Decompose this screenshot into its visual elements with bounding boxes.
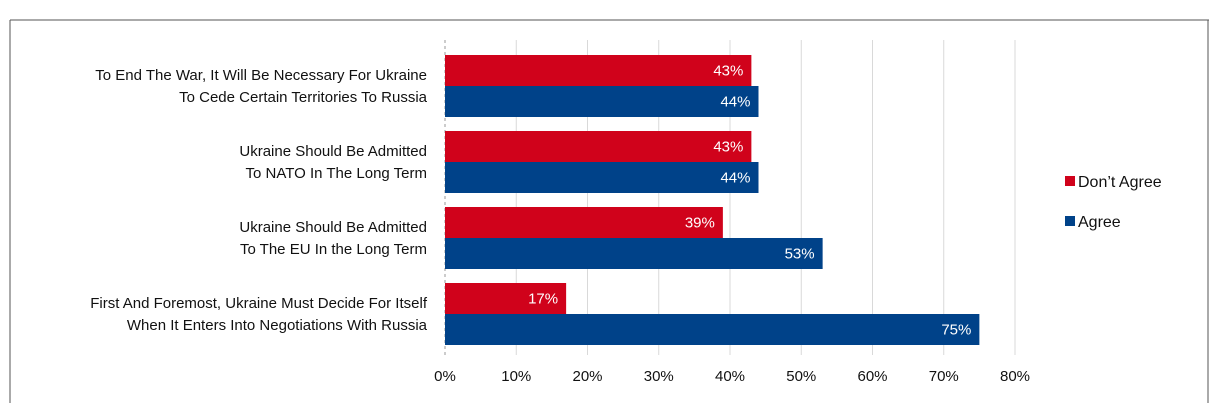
x-tick-label: 20% bbox=[572, 368, 602, 385]
x-tick-label: 40% bbox=[715, 368, 745, 385]
bar-value-label: 43% bbox=[713, 139, 743, 156]
x-tick-label: 70% bbox=[929, 368, 959, 385]
bar-agree bbox=[445, 314, 980, 345]
category-label: Ukraine Should Be Admitted bbox=[239, 143, 427, 160]
category-label: To Cede Certain Territories To Russia bbox=[179, 89, 428, 106]
x-tick-label: 30% bbox=[644, 368, 674, 385]
bar-value-label: 43% bbox=[713, 63, 743, 80]
x-tick-label: 60% bbox=[857, 368, 887, 385]
category-label: To The EU In the Long Term bbox=[240, 241, 427, 258]
legend-label: Don’t Agree bbox=[1078, 174, 1162, 191]
bar-value-label: 39% bbox=[685, 215, 715, 232]
x-tick-label: 80% bbox=[1000, 368, 1030, 385]
bar-dont-agree bbox=[445, 207, 723, 238]
labels-layer: 43% 44% To End The War, It Will Be Necessa… bbox=[90, 63, 971, 339]
category-label: When It Enters Into Negotiations With Ru… bbox=[127, 317, 428, 334]
x-tick-label: 0% bbox=[434, 368, 456, 385]
legend-swatch bbox=[1065, 216, 1075, 226]
bar-value-label: 44% bbox=[720, 170, 750, 187]
bar-dont-agree bbox=[445, 55, 752, 86]
category-label: To NATO In The Long Term bbox=[246, 165, 427, 182]
bar-agree bbox=[445, 86, 759, 117]
x-axis-ticks: 0% 10% 20% 30% 40% 50% 60% 70% 80% bbox=[434, 368, 1030, 385]
legend: Don’t Agree Agree bbox=[1065, 174, 1162, 231]
category-label: To End The War, It Will Be Necessary For… bbox=[95, 67, 427, 84]
category-label: Ukraine Should Be Admitted bbox=[239, 219, 427, 236]
bar-value-label: 53% bbox=[785, 246, 815, 263]
bar-value-label: 75% bbox=[941, 322, 971, 339]
category-label: First And Foremost, Ukraine Must Decide … bbox=[90, 295, 428, 312]
x-tick-label: 50% bbox=[786, 368, 816, 385]
x-tick-label: 10% bbox=[501, 368, 531, 385]
bar-value-label: 44% bbox=[720, 94, 750, 111]
bars-layer bbox=[445, 55, 980, 345]
bar-value-label: 17% bbox=[528, 291, 558, 308]
bar-agree bbox=[445, 162, 759, 193]
legend-label: Agree bbox=[1078, 214, 1121, 231]
bar-dont-agree bbox=[445, 283, 567, 314]
bar-agree bbox=[445, 238, 823, 269]
bar-dont-agree bbox=[445, 131, 752, 162]
legend-swatch bbox=[1065, 176, 1075, 186]
